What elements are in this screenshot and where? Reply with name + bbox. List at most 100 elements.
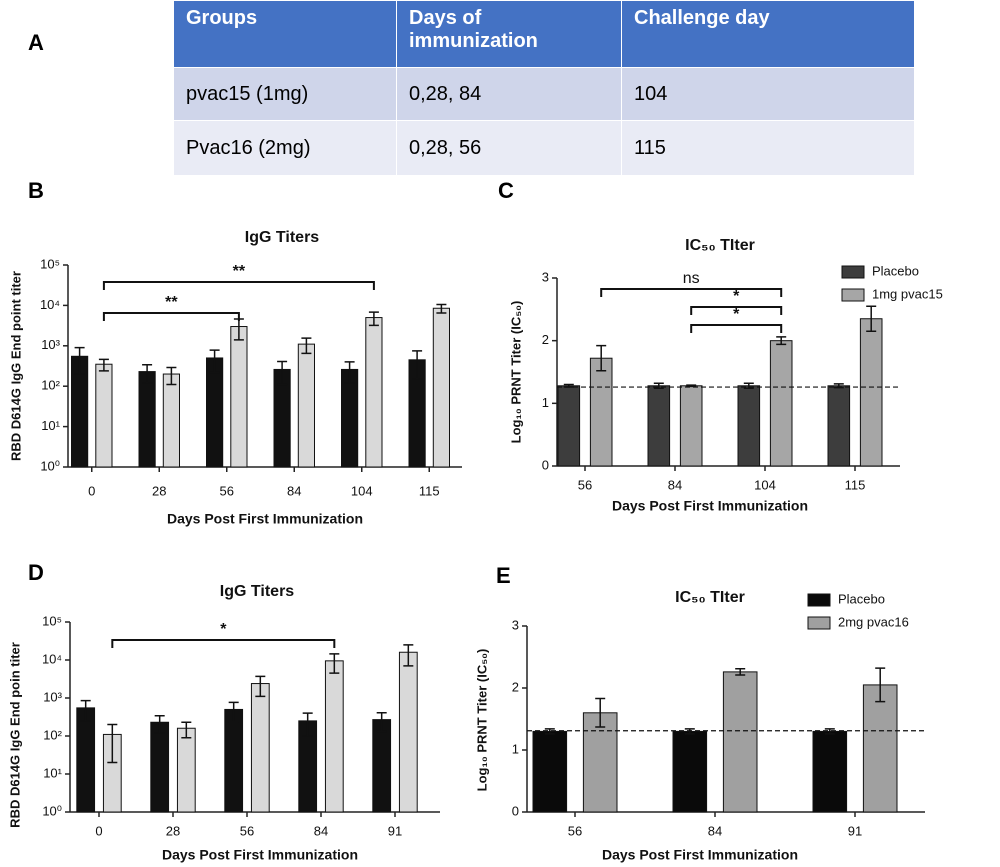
x-tick-label: 115 — [419, 483, 440, 498]
legend-label: 1mg pvac15 — [872, 286, 943, 301]
y-tick-label: 10³ — [41, 337, 60, 352]
error-bar — [376, 711, 387, 733]
error-bar — [329, 653, 340, 674]
error-bar — [277, 360, 288, 386]
error-bar — [368, 311, 379, 327]
bar — [679, 385, 703, 467]
legend-swatch — [807, 616, 831, 630]
legend-swatch — [841, 288, 865, 302]
x-tick-label: 56 — [578, 477, 592, 492]
x-tick-label: 91 — [388, 823, 402, 838]
bar — [150, 721, 170, 813]
bar — [162, 373, 181, 468]
error-bar — [344, 361, 355, 384]
error-bar — [166, 366, 177, 386]
error-bar — [743, 382, 754, 390]
error-bar — [684, 728, 695, 735]
x-tick-label: 84 — [668, 477, 682, 492]
bar — [769, 340, 793, 467]
error-bar — [735, 668, 746, 676]
cell: Pvac16 (2mg) — [173, 120, 397, 176]
header-cell: Challenge day — [621, 0, 915, 68]
cell: 0,28, 56 — [396, 120, 622, 176]
bar — [589, 357, 613, 467]
error-bar — [544, 728, 555, 735]
significance-label: ** — [233, 263, 246, 280]
y-tick-label: 10⁰ — [42, 803, 62, 818]
x-tick-label: 56 — [568, 823, 582, 838]
x-tick-label: 0 — [88, 483, 95, 498]
bar — [76, 707, 96, 813]
groups-table: Groups Days of immunization Challenge day … — [173, 0, 915, 176]
y-tick-label: 10¹ — [43, 765, 62, 780]
y-axis-title: RBD D614G IgG End poin titer — [7, 642, 22, 828]
error-bar — [436, 303, 447, 314]
legend-label: Placebo — [872, 263, 919, 278]
panel-label: A — [28, 30, 44, 55]
error-bar — [181, 721, 192, 739]
error-bar — [154, 715, 165, 734]
significance-label: ns — [683, 270, 700, 287]
error-bar — [301, 337, 312, 355]
bar — [532, 730, 568, 813]
error-bar — [595, 697, 606, 728]
bar — [297, 343, 315, 468]
error-bar — [653, 382, 664, 390]
y-tick-label: 2 — [512, 679, 519, 694]
header-cell: Groups — [173, 0, 397, 68]
y-tick-label: 10³ — [43, 689, 62, 704]
y-tick-label: 1 — [542, 395, 549, 410]
y-tick-label: 3 — [512, 617, 519, 632]
y-tick-label: 10⁵ — [40, 256, 60, 271]
error-bar — [80, 699, 91, 722]
x-tick-label: 0 — [95, 823, 102, 838]
x-axis-title: Days Post First Immunization — [612, 498, 808, 514]
chart-title: IC₅₀ TIter — [675, 589, 745, 606]
legend-swatch — [807, 593, 831, 607]
error-bar — [98, 358, 109, 372]
bar — [859, 318, 883, 467]
cell: 0,28, 84 — [396, 67, 622, 121]
legend-label: Placebo — [838, 591, 885, 606]
significance-bracket — [690, 324, 783, 333]
y-tick-label: 10⁵ — [42, 613, 62, 628]
y-tick-label: 10² — [41, 378, 60, 393]
error-bar — [596, 344, 607, 372]
bar — [647, 385, 671, 467]
significance-bracket — [102, 312, 240, 321]
x-axis-title: Days Post First Immunization — [167, 511, 363, 527]
y-axis-title: Log₁₀ PRNT Titer (IC₅₀) — [474, 649, 489, 792]
bar — [737, 385, 761, 467]
x-tick-label: 56 — [240, 823, 254, 838]
y-tick-label: 10⁰ — [40, 458, 60, 473]
y-tick-label: 10² — [43, 727, 62, 742]
significance-label: * — [733, 306, 740, 323]
bar — [365, 317, 383, 468]
x-tick-label: 91 — [848, 823, 862, 838]
chart-title: IgG Titers — [220, 583, 294, 600]
y-axis-title: Log₁₀ PRNT Titer (IC₅₀) — [508, 301, 523, 444]
significance-bracket — [690, 306, 783, 315]
y-tick-label: 10¹ — [41, 418, 60, 433]
error-bar — [875, 667, 886, 703]
legend-label: 2mg pvac16 — [838, 614, 909, 629]
bar — [862, 684, 898, 813]
error-bar — [776, 336, 787, 346]
chart-title: IgG Titers — [245, 229, 319, 246]
error-bar — [302, 712, 313, 737]
significance-bracket — [111, 639, 336, 648]
panel-label: C — [498, 178, 514, 203]
cell: 115 — [621, 120, 915, 176]
bar — [250, 683, 270, 813]
significance-bracket — [600, 288, 783, 297]
bar — [398, 651, 418, 813]
bar — [95, 363, 113, 468]
significance-bracket — [102, 281, 375, 290]
y-tick-label: 1 — [512, 741, 519, 756]
x-tick-label: 104 — [754, 477, 776, 492]
bar — [224, 708, 244, 813]
error-bar — [74, 346, 85, 375]
y-axis-title: RBD D614G IgG End point titer — [8, 271, 23, 461]
x-tick-label: 84 — [314, 823, 328, 838]
